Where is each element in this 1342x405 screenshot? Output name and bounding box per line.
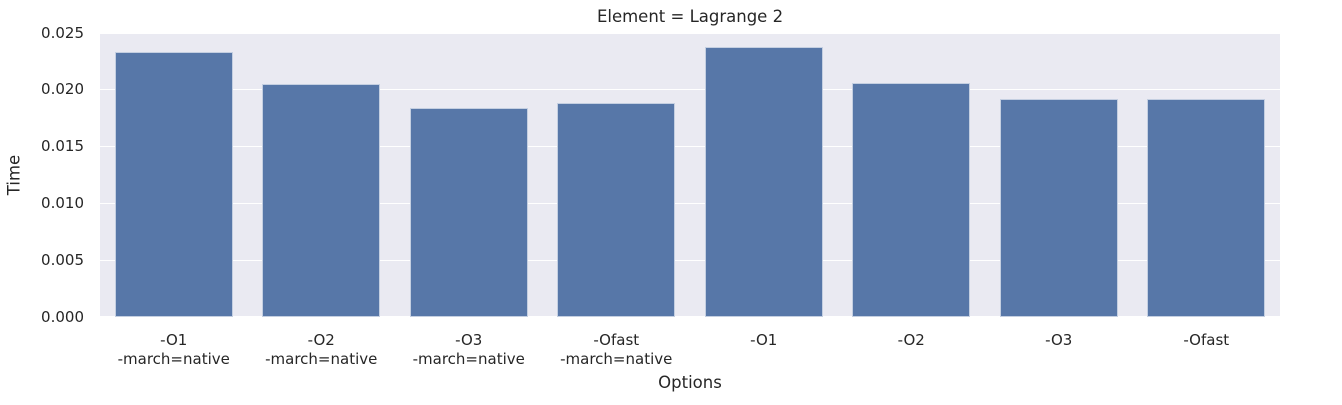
bar — [852, 82, 971, 317]
y-tick-label: 0.015 — [41, 137, 84, 156]
bar — [704, 46, 823, 317]
gridline — [100, 259, 1280, 261]
x-tick-label: -O2 — [897, 331, 925, 349]
y-tick-label: 0.020 — [41, 80, 84, 99]
y-tick-label: 0.010 — [41, 193, 84, 212]
bar — [1147, 98, 1266, 317]
bar — [262, 84, 381, 317]
y-axis-label-text: Time — [4, 154, 24, 196]
bar — [999, 98, 1118, 317]
bar — [557, 103, 676, 317]
y-tick-label: 0.025 — [41, 23, 84, 42]
gridline — [100, 145, 1280, 148]
y-tick-label: 0.005 — [41, 250, 84, 269]
chart-title: Element = Lagrange 2 — [596, 7, 784, 26]
x-tick-label: -Ofast — [1183, 331, 1230, 349]
x-tick-label: -Ofast -march=native — [560, 331, 673, 368]
gridline — [100, 33, 1280, 34]
plot-area — [100, 33, 1280, 317]
x-tick-label: -O3 — [1045, 331, 1073, 349]
y-tick-label: 0.000 — [41, 307, 84, 326]
x-tick-label: -O1 — [750, 331, 778, 349]
bar — [114, 52, 233, 317]
x-tick-label: -O2 -march=native — [265, 331, 378, 368]
gridline — [100, 89, 1280, 91]
bar — [409, 107, 528, 317]
x-tick-label: -O3 -march=native — [412, 331, 525, 368]
gridline — [100, 202, 1280, 205]
x-tick-label: -O1 -march=native — [117, 331, 230, 368]
x-axis-label: Options — [658, 373, 722, 392]
gridline — [100, 316, 1280, 317]
